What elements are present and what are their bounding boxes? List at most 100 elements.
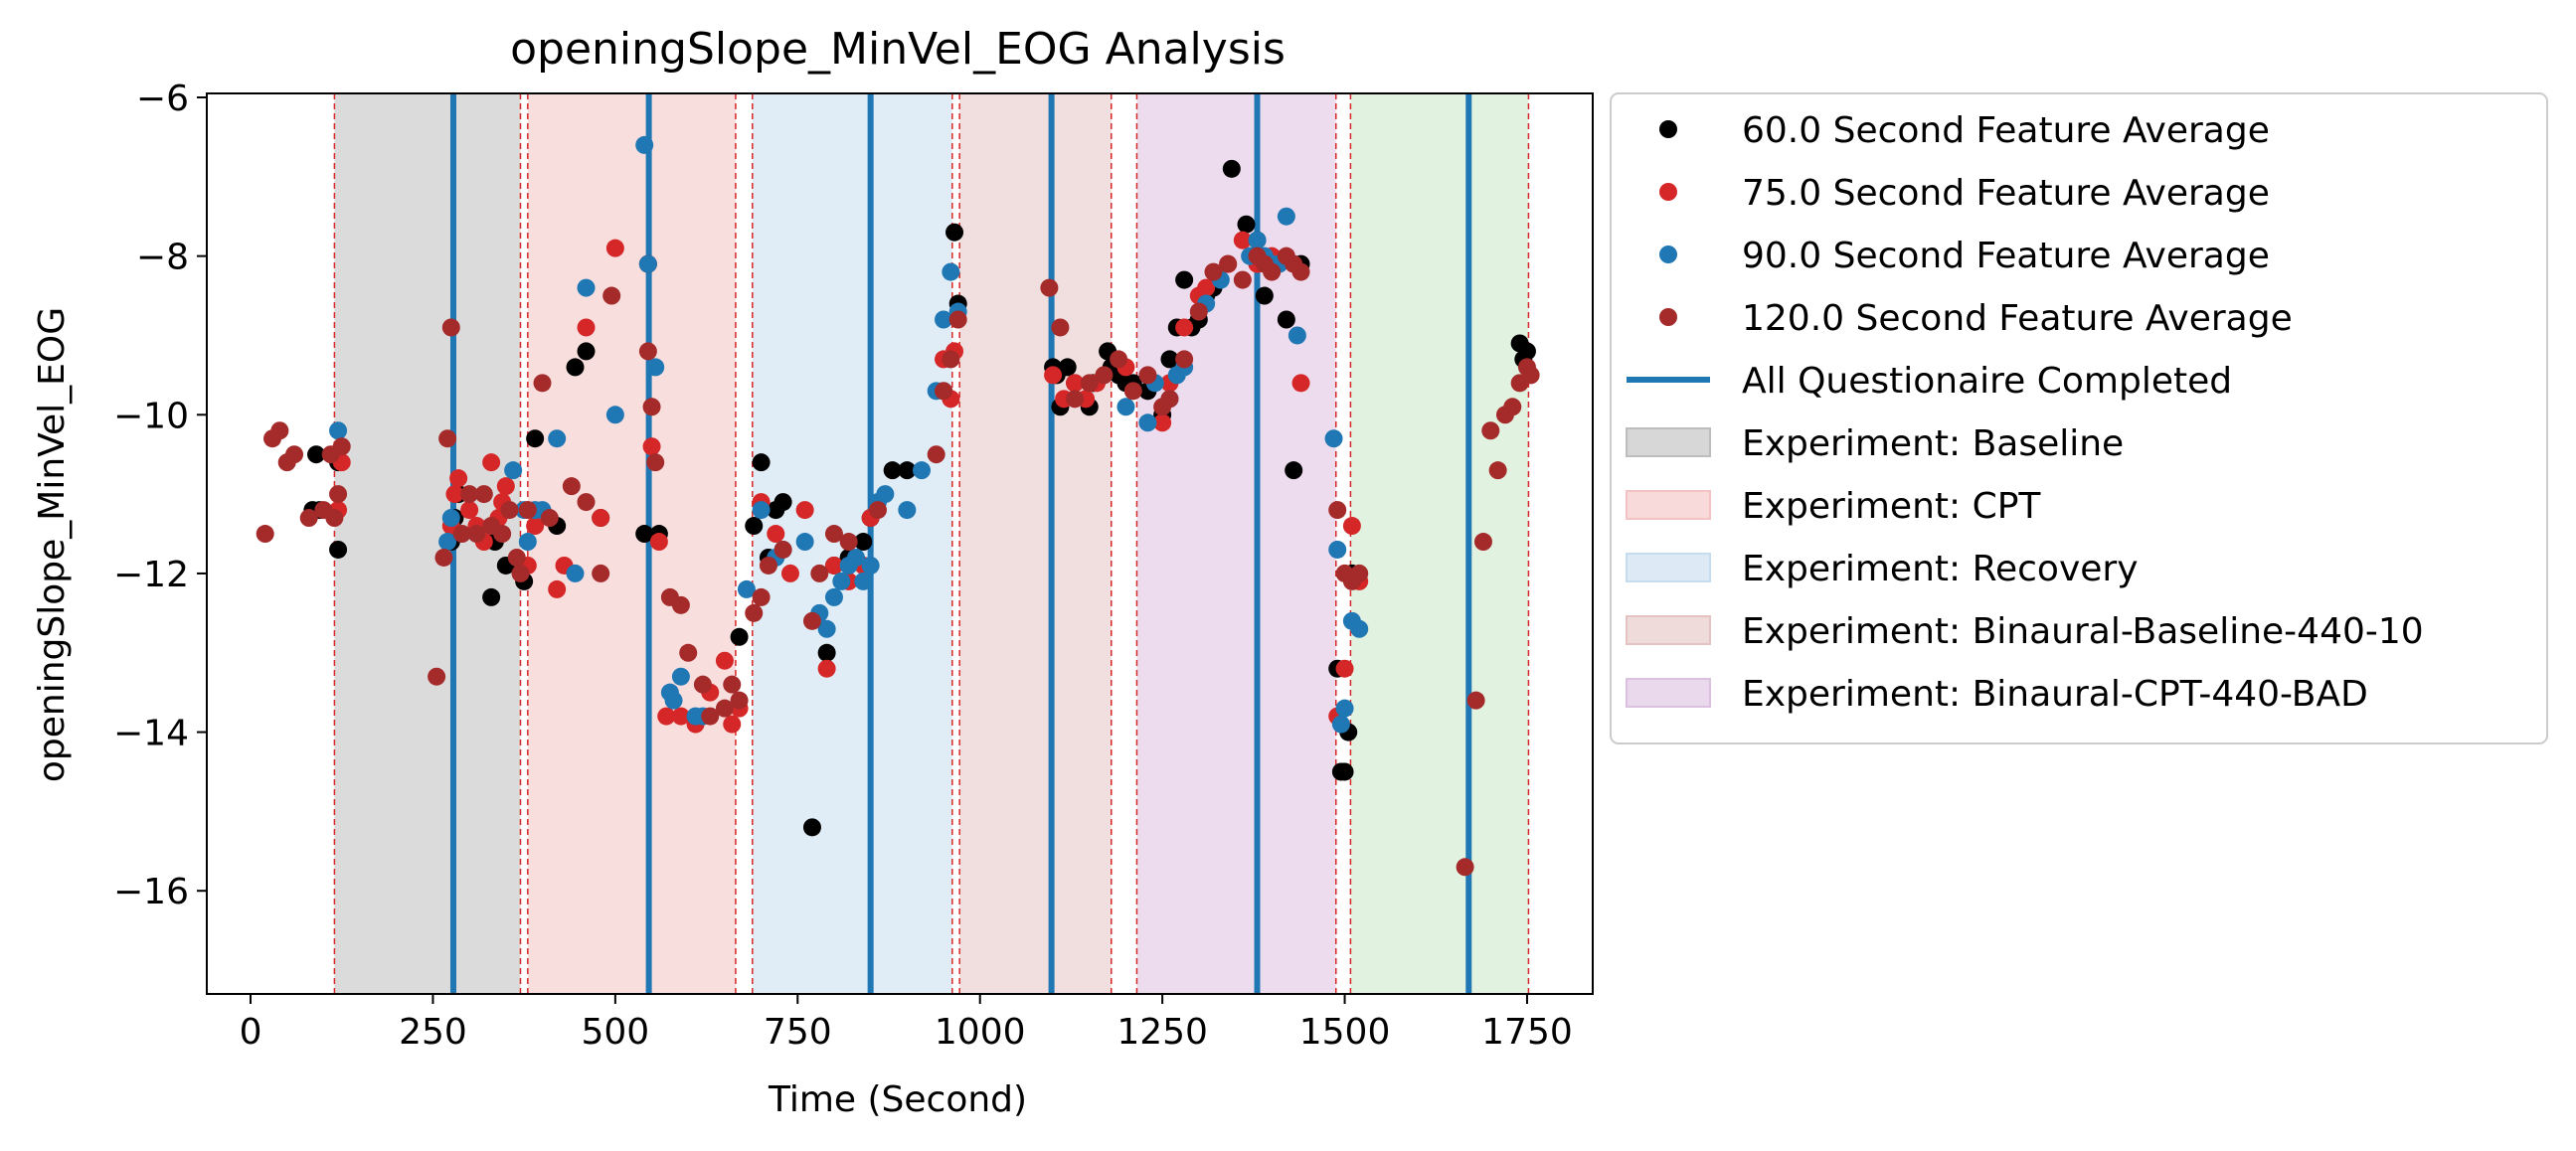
data-point-series-3: [646, 453, 665, 472]
data-point-series-1: [496, 477, 515, 496]
data-point-series-1: [1175, 318, 1194, 337]
data-point-series-3: [256, 525, 274, 544]
data-point-series-3: [285, 445, 304, 464]
data-point-series-0: [802, 818, 821, 837]
data-point-series-3: [1080, 374, 1099, 393]
phase-band-3: [959, 93, 1112, 994]
data-point-series-0: [752, 453, 771, 472]
data-point-series-0: [773, 493, 792, 512]
data-point-series-3: [1066, 390, 1085, 409]
legend-box: [1610, 92, 2548, 744]
data-point-series-3: [1160, 390, 1179, 409]
data-point-series-3: [592, 564, 610, 582]
legend-marker: [1659, 120, 1677, 138]
data-point-series-3: [752, 587, 771, 606]
legend-label: Experiment: Binaural-Baseline-440-10: [1742, 611, 2424, 652]
data-point-series-1: [1044, 366, 1063, 385]
data-point-series-0: [329, 540, 348, 559]
data-point-series-2: [913, 461, 932, 480]
data-point-series-3: [325, 509, 344, 528]
data-point-series-1: [592, 509, 610, 528]
data-point-series-1: [780, 564, 799, 582]
data-point-series-3: [671, 595, 690, 614]
x-tick-label: 500: [582, 1012, 650, 1053]
data-point-series-1: [449, 469, 468, 488]
data-point-series-3: [467, 525, 486, 544]
data-point-series-0: [1517, 342, 1536, 361]
data-point-series-1: [482, 453, 501, 472]
data-point-series-3: [434, 548, 453, 567]
y-axis-label: openingSlope_MinVel_EOG: [32, 307, 73, 782]
data-point-series-1: [817, 659, 836, 678]
data-point-series-2: [646, 358, 665, 377]
legend-patch: [1626, 427, 1711, 457]
data-point-series-3: [577, 493, 596, 512]
data-point-series-1: [1233, 231, 1252, 249]
legend: 60.0 Second Feature Average 75.0 Second F…: [1610, 92, 2548, 744]
data-point-series-0: [1335, 762, 1354, 781]
phase-band-1: [527, 93, 736, 994]
data-point-series-3: [602, 286, 621, 305]
data-point-series-2: [817, 619, 836, 638]
data-point-series-2: [548, 429, 567, 448]
data-point-series-1: [605, 239, 624, 257]
data-point-series-3: [1263, 262, 1282, 281]
data-point-series-3: [730, 691, 749, 710]
x-axis-ticks: 0 250 500 750 1000 1250 1500 1750: [240, 994, 1573, 1053]
x-tick-label: 0: [240, 1012, 262, 1053]
data-point-series-3: [460, 485, 479, 504]
data-point-series-1: [460, 501, 479, 520]
data-point-series-2: [876, 485, 895, 504]
data-point-series-3: [693, 675, 712, 694]
data-point-series-1: [1197, 278, 1216, 297]
data-point-series-3: [1175, 350, 1194, 369]
data-point-series-3: [1328, 501, 1347, 520]
legend-label: 75.0 Second Feature Average: [1742, 173, 2270, 214]
data-point-series-0: [883, 461, 902, 480]
data-point-series-2: [1331, 715, 1350, 734]
data-point-series-3: [452, 525, 471, 544]
data-point-series-2: [577, 278, 596, 297]
legend-label: Experiment: Recovery: [1742, 549, 2139, 589]
data-point-series-3: [927, 445, 945, 464]
data-point-series-2: [1138, 413, 1157, 432]
legend-marker: [1659, 183, 1677, 201]
legend-label: All Questionaire Completed: [1742, 361, 2232, 402]
legend-label: Experiment: Binaural-CPT-440-BAD: [1742, 674, 2368, 715]
data-point-series-0: [307, 445, 326, 464]
data-point-series-2: [737, 579, 756, 598]
data-point-series-3: [935, 382, 953, 401]
data-point-series-2: [854, 572, 873, 590]
data-point-series-0: [1285, 461, 1303, 480]
data-point-series-3: [642, 398, 661, 416]
data-point-series-2: [832, 572, 851, 590]
data-point-series-2: [504, 461, 523, 480]
data-point-series-3: [438, 429, 457, 448]
y-tick-label: −14: [113, 714, 189, 754]
data-point-series-0: [745, 517, 764, 536]
legend-patch: [1626, 553, 1711, 582]
data-point-series-3: [1204, 262, 1223, 281]
data-point-series-3: [507, 548, 526, 567]
data-point-series-0: [1237, 215, 1256, 234]
data-point-series-1: [715, 651, 734, 670]
legend-marker: [1659, 308, 1677, 326]
data-point-series-1: [657, 707, 676, 726]
legend-patch: [1626, 678, 1711, 708]
data-point-series-3: [1473, 533, 1492, 552]
data-point-series-1: [526, 517, 545, 536]
y-tick-label: −16: [113, 872, 189, 912]
data-point-series-2: [846, 548, 865, 567]
data-point-series-2: [438, 533, 457, 552]
data-point-series-1: [1066, 374, 1085, 393]
data-point-series-3: [562, 477, 581, 496]
data-point-series-0: [1160, 350, 1179, 369]
data-point-series-0: [817, 643, 836, 662]
x-tick-label: 250: [399, 1012, 467, 1053]
data-point-series-2: [566, 564, 585, 582]
data-point-series-0: [898, 461, 917, 480]
data-point-series-0: [566, 358, 585, 377]
x-tick-label: 1250: [1116, 1012, 1208, 1053]
data-point-series-2: [1277, 207, 1295, 226]
